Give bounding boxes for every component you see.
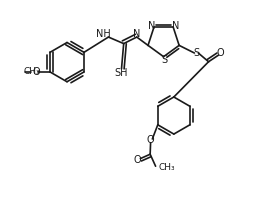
Text: NH: NH [96,29,110,39]
Text: CH₃: CH₃ [159,164,175,172]
Text: SH: SH [115,68,128,78]
Text: O: O [32,67,40,77]
Text: CH₃: CH₃ [24,67,41,77]
Text: S: S [162,55,168,65]
Text: N: N [172,21,179,31]
Text: O: O [147,135,154,145]
Text: N: N [133,29,140,39]
Text: N: N [148,21,155,31]
Text: O: O [217,48,224,58]
Text: O: O [134,155,142,165]
Text: S: S [193,48,199,58]
